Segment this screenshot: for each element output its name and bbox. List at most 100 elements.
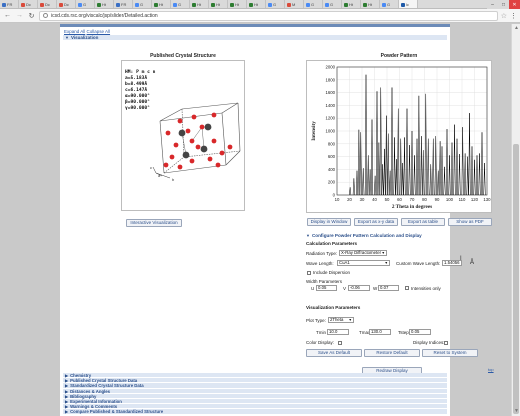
color-display-label: Color Display: xyxy=(306,340,335,345)
show-pdf-button[interactable]: Show as PDF xyxy=(448,218,492,226)
section-header-standardized-crystal-structure-data[interactable]: ▶ Standardized Crystal Structure Data xyxy=(63,383,447,389)
scrollbar-thumb[interactable] xyxy=(513,144,519,414)
browser-tab[interactable]: G xyxy=(380,0,399,8)
display-indices-checkbox[interactable] xyxy=(444,341,448,345)
oxygen-atom xyxy=(185,128,191,134)
browser-tab[interactable]: Dc xyxy=(19,0,38,8)
display-indices-label: Display Indices: xyxy=(413,340,445,345)
crystal-structure-viewer[interactable]: HM: P m c n a=5.183Å b=8.499Å c=6.147Å α=90.… xyxy=(121,60,245,211)
include-dispersion-checkbox[interactable] xyxy=(307,271,311,275)
configure-pattern-link[interactable]: ▼ Configure Powder Pattern Calculation an… xyxy=(306,233,422,238)
metal-atom xyxy=(200,145,208,153)
browser-tab[interactable]: G xyxy=(133,0,152,8)
section-header-distances-angles[interactable]: ▶ Distances & Angles xyxy=(63,388,447,394)
export-table-button[interactable]: Export as table xyxy=(401,218,445,226)
favicon-icon xyxy=(382,2,386,7)
interactive-visualization-button[interactable]: Interactive Visualization xyxy=(126,219,182,227)
powder-pattern-chart: 0 200 400 600 800 1000 1200 1400 1600 1800 2000 10 2… xyxy=(306,60,492,213)
browser-tab[interactable]: Ht xyxy=(247,0,266,8)
favicon-icon xyxy=(287,2,291,7)
tstep-input[interactable]: 0.05 xyxy=(409,329,431,335)
collapsed-sections: ▶ Chemistry ▶ Published Crystal Structure D… xyxy=(63,373,447,415)
address-bar[interactable]: icsd.cds.rsc.org/viscalc/jsp/slider/Deta… xyxy=(39,10,498,21)
section-header-published-crystal-structure-data[interactable]: ▶ Published Crystal Structure Data xyxy=(63,378,447,384)
tmax-input[interactable]: 130.0 xyxy=(369,329,391,335)
scroll-up-icon[interactable]: ▲ xyxy=(514,25,519,31)
peak-16 xyxy=(385,115,388,196)
section-header-experimental-information[interactable]: ▶ Experimental Information xyxy=(63,398,447,405)
collapse-all-link[interactable]: Collapse All xyxy=(86,29,111,34)
maximize-icon[interactable]: □ xyxy=(501,1,506,8)
browser-tab[interactable]: FR xyxy=(114,0,133,8)
browser-tab[interactable]: Dc xyxy=(57,0,76,8)
browser-tab[interactable]: G xyxy=(266,0,285,8)
page-content: Expand All Collapse All ▼ Visualization P… xyxy=(60,24,494,416)
custom-wave-length-input[interactable]: 1.54056 xyxy=(442,260,462,266)
wave-length-value: CuA1 xyxy=(339,260,350,265)
vertical-scrollbar[interactable]: ▲ ▼ xyxy=(511,24,520,416)
browser-tab[interactable]: Ht xyxy=(95,0,114,8)
browser-tab[interactable]: G xyxy=(323,0,342,8)
close-icon[interactable]: ✕ xyxy=(509,0,520,9)
browser-tab[interactable]: G xyxy=(171,0,190,8)
tab-label: Ht xyxy=(254,2,258,7)
browser-tab[interactable]: Ht xyxy=(342,0,361,8)
peak-17 xyxy=(387,133,390,196)
back-icon[interactable]: ← xyxy=(4,12,11,19)
expand-all-link[interactable]: Expand All xyxy=(64,29,86,34)
wave-length-select[interactable]: CuA1 ▼ xyxy=(337,260,390,266)
export-xy-button[interactable]: Export as x-y data xyxy=(354,218,398,226)
browser-tab[interactable]: Ht xyxy=(361,0,380,8)
tab-label: Ht xyxy=(102,2,106,7)
color-display-checkbox[interactable] xyxy=(338,341,342,345)
reload-icon[interactable]: ↻ xyxy=(28,12,35,20)
section-header-bibliography[interactable]: ▶ Bibliography xyxy=(63,393,447,399)
section-header-compare-published-standardized-structure[interactable]: ▶ Compare Published & Standardized Struct… xyxy=(63,409,447,415)
menu-icon[interactable]: ⋮ xyxy=(510,12,517,20)
y-tick-label: 1200 xyxy=(325,116,335,121)
section-header-chemistry[interactable]: ▶ Chemistry xyxy=(63,373,447,379)
browser-tab[interactable]: G xyxy=(76,0,95,8)
browser-tab[interactable]: G xyxy=(304,0,323,8)
save-as-default-button[interactable]: Save As Default xyxy=(306,349,362,357)
radiation-type-select[interactable]: X-Ray Diffractometer ▼ xyxy=(339,250,387,256)
expand-triangle-icon: ▶ xyxy=(65,393,69,399)
bookmark-star-icon[interactable]: ☆ xyxy=(500,12,507,20)
intensities-only-checkbox[interactable] xyxy=(405,286,409,290)
peak-43 xyxy=(445,129,449,196)
browser-tab[interactable]: M xyxy=(285,0,304,8)
top-link[interactable]: top xyxy=(488,367,494,372)
browser-tab[interactable]: FR xyxy=(0,0,19,8)
scroll-down-icon[interactable]: ▼ xyxy=(514,408,519,414)
u-input[interactable]: 0.05 xyxy=(316,285,337,291)
axis-label-c: c xyxy=(150,165,152,170)
axis-label-b: b xyxy=(172,177,175,182)
visualization-section-header[interactable]: ▼ Visualization xyxy=(63,35,447,40)
browser-tab[interactable]: lc xyxy=(399,0,418,8)
info-icon[interactable] xyxy=(43,13,48,18)
favicon-icon xyxy=(173,2,177,7)
url-text[interactable]: icsd.cds.rsc.org/viscalc/jsp/slider/Deta… xyxy=(51,12,158,19)
display-in-window-button[interactable]: Display in Window xyxy=(307,218,351,226)
oxygen-atom xyxy=(199,124,205,130)
browser-tab[interactable]: Ht xyxy=(228,0,247,8)
window-controls: – □ ✕ xyxy=(487,0,520,9)
plot-type-select[interactable]: 2Theta ▼ xyxy=(328,317,354,323)
x-tick-label: 130 xyxy=(483,197,491,202)
peak-22 xyxy=(397,108,400,196)
w-input[interactable]: 0.07 xyxy=(378,285,399,291)
browser-tab[interactable]: Ht xyxy=(152,0,171,8)
tab-label: G xyxy=(83,2,87,7)
reset-to-system-button[interactable]: Reset to System xyxy=(422,349,478,357)
browser-tab[interactable]: Ht xyxy=(209,0,228,8)
restore-default-button[interactable]: Restore Default xyxy=(364,349,420,357)
browser-tab[interactable]: Dc xyxy=(38,0,57,8)
v-input[interactable]: -0.06 xyxy=(348,285,370,291)
browser-tab[interactable]: Ht xyxy=(190,0,209,8)
section-header-warnings-comments[interactable]: ▶ Warnings & Comments xyxy=(63,404,447,410)
cell-parameter-line: β=90.000° xyxy=(125,100,150,105)
forward-icon[interactable]: → xyxy=(16,12,23,19)
tmin-input[interactable]: 10.0 xyxy=(327,329,349,335)
minimize-icon[interactable]: – xyxy=(491,1,494,8)
